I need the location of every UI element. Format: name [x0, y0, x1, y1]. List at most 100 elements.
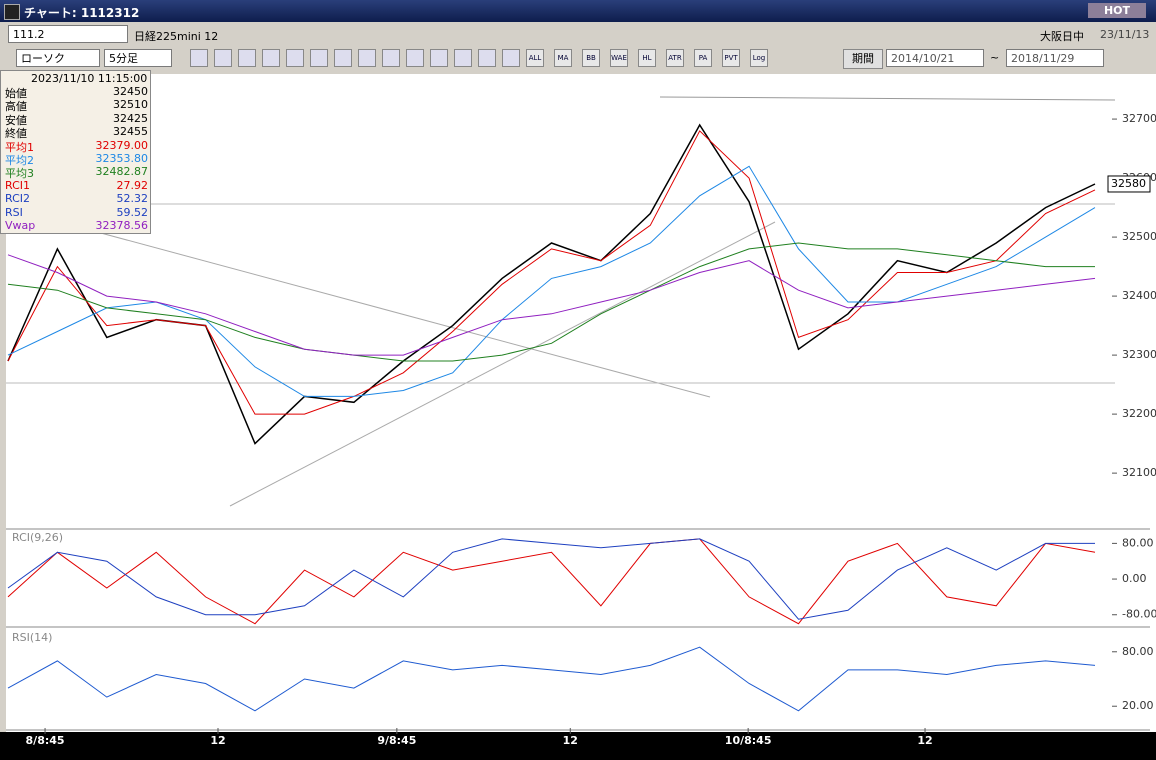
tool-icon[interactable] [382, 49, 400, 67]
info-row: 始値 32450 [5, 85, 148, 100]
code-input[interactable]: 111.2 [8, 25, 128, 43]
info-label: Vwap [5, 219, 36, 232]
x-axis-band [0, 732, 1156, 760]
interval-select[interactable]: 5分足 [104, 49, 172, 67]
period-button[interactable]: 期間 [843, 49, 883, 69]
y-tick-label: 32200 [1122, 407, 1156, 420]
y-tick-label: 32500 [1122, 230, 1156, 243]
title-bar: チャート: 1112312 HOT [0, 0, 1156, 22]
tool-button[interactable]: BB [582, 49, 600, 67]
tool-button[interactable]: PVT [722, 49, 740, 67]
tool-icon[interactable] [214, 49, 232, 67]
info-row: Vwap 32378.56 [5, 219, 148, 232]
info-label: 安値 [5, 113, 27, 127]
last-price-label: 32580 [1111, 177, 1146, 190]
info-row: 高値 32510 [5, 98, 148, 113]
x-tick-label: 8/8:45 [26, 734, 65, 747]
series-line [7, 538, 1096, 625]
info-label: RSI [5, 205, 23, 219]
from-date[interactable]: 2014/10/21 [886, 49, 984, 67]
info-row: RSI 59.52 [5, 206, 148, 219]
y-tick-label: 32400 [1122, 289, 1156, 302]
trend-line [59, 221, 711, 398]
info-value: 52.32 [116, 192, 149, 206]
tool-icon[interactable] [310, 49, 328, 67]
tool-button[interactable]: ALL [526, 49, 544, 67]
y-tick-label: 32300 [1122, 348, 1156, 361]
plot-background [6, 74, 1156, 732]
series-line [7, 538, 1095, 620]
info-value: 32378.56 [95, 219, 149, 232]
info-row: 安値 32425 [5, 111, 148, 127]
info-row: RCI2 52.32 [5, 192, 148, 205]
y-tick-label: 80.00 [1122, 536, 1154, 549]
tool-icon[interactable] [358, 49, 376, 67]
info-row: 平均3 32482.87 [5, 165, 149, 180]
series-line [7, 646, 1096, 712]
tool-button[interactable]: MA [554, 49, 572, 67]
tool-button[interactable]: Log [750, 49, 768, 67]
x-tick-label: 12 [210, 734, 225, 747]
toolbar-icons: ALL MA BB WAE HL ATR PA PVT Log [190, 49, 830, 69]
trend-line [659, 96, 1116, 101]
tool-icon[interactable] [430, 49, 448, 67]
trend-line [229, 221, 776, 507]
tool-icon[interactable] [478, 49, 496, 67]
info-row: 平均1 32379.00 [5, 138, 149, 154]
tool-icon[interactable] [190, 49, 208, 67]
tool-icon[interactable] [334, 49, 352, 67]
series-line [7, 130, 1096, 415]
panel-label: RCI(9,26) [12, 531, 63, 544]
info-value: 32379.00 [95, 138, 149, 152]
info-datetime: 2023/11/10 11:15:00 [31, 72, 148, 85]
y-tick-label: 80.00 [1122, 645, 1154, 658]
tool-icon[interactable] [238, 49, 256, 67]
last-price-tag [1107, 175, 1151, 193]
info-panel: 2023/11/10 11:15:00 始値 32450 高値 32510 安値 3242… [0, 70, 151, 234]
series-line [7, 254, 1096, 356]
info-row: RCI1 27.92 [5, 179, 148, 192]
y-tick-label: 0.00 [1122, 572, 1147, 585]
hot-button[interactable]: HOT [1088, 3, 1146, 18]
info-label: 終値 [5, 127, 27, 141]
info-value: 32455 [113, 125, 148, 139]
to-date[interactable]: 2018/11/29 [1006, 49, 1104, 67]
x-tick-label: 12 [563, 734, 578, 747]
market: 大阪日中 [1040, 30, 1084, 43]
tool-button[interactable]: PA [694, 49, 712, 67]
info-value: 59.52 [116, 205, 149, 219]
tool-button[interactable]: WAE [610, 49, 628, 67]
panel-label: RSI(14) [12, 631, 52, 644]
tool-icon[interactable] [454, 49, 472, 67]
x-tick-label: 10/8:45 [725, 734, 772, 747]
info-label: RCI2 [5, 192, 31, 206]
tool-icon[interactable] [502, 49, 520, 67]
chart: 3210032200323003240032500326003270080.00… [0, 74, 1156, 760]
y-tick-label: 32100 [1122, 466, 1156, 479]
app-icon [4, 4, 20, 20]
info-row: 平均2 32353.80 [5, 152, 149, 167]
info-value: 32353.80 [95, 152, 149, 165]
date: 23/11/13 [1100, 28, 1150, 41]
instrument-name: 日経225mini 12 [134, 30, 219, 43]
tool-icon[interactable] [286, 49, 304, 67]
info-label: 始値 [5, 87, 27, 100]
tool-icon[interactable] [406, 49, 424, 67]
info-row: 終値 32455 [5, 125, 148, 141]
info-label: 平均1 [5, 140, 34, 154]
x-tick-label: 9/8:45 [377, 734, 416, 747]
x-tick-label: 12 [917, 734, 932, 747]
tool-button[interactable]: ATR [666, 49, 684, 67]
series-line [7, 165, 1096, 397]
info-label: RCI1 [5, 178, 31, 192]
info-value: 32482.87 [95, 165, 149, 179]
tool-button[interactable]: HL [638, 49, 656, 67]
tool-icon[interactable] [262, 49, 280, 67]
info-value: 32425 [113, 111, 148, 125]
info-value: 32450 [113, 85, 148, 98]
chart-type-select[interactable]: ローソク [16, 49, 100, 67]
info-label: 平均2 [5, 154, 34, 167]
y-tick-label: 20.00 [1122, 699, 1154, 712]
tilde: ~ [990, 51, 1000, 64]
